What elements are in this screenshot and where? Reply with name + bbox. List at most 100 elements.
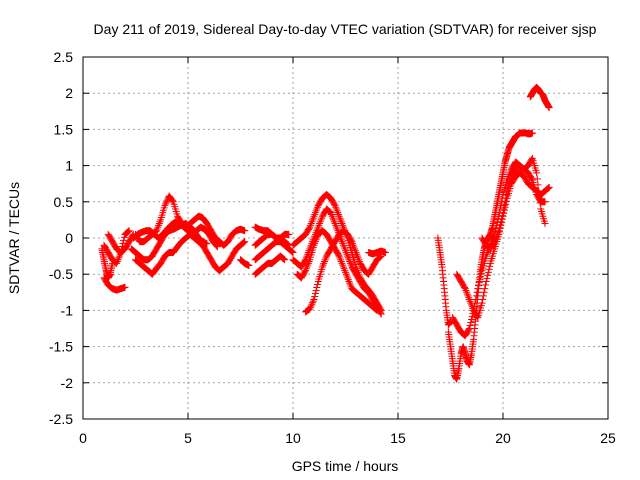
data-point (486, 262, 494, 270)
data-point (241, 238, 249, 246)
data-point (339, 241, 347, 249)
data-point (310, 296, 318, 304)
data-point (356, 258, 363, 266)
data-point (496, 221, 504, 229)
x-tick-labels: 0 5 10 15 20 25 (79, 430, 616, 446)
data-point (474, 285, 482, 293)
series-track-f (132, 230, 249, 278)
data-point (484, 248, 492, 256)
data-point (314, 203, 321, 211)
data-point (169, 197, 177, 205)
data-point (340, 265, 348, 273)
y-tick-label: 0 (65, 230, 73, 246)
data-point (480, 288, 488, 296)
data-point (312, 286, 320, 294)
data-point (463, 290, 471, 298)
data-point (337, 256, 345, 264)
data-point (472, 292, 480, 300)
data-point (351, 245, 359, 253)
data-point (492, 234, 500, 242)
data-point (343, 250, 351, 258)
x-axis-label: GPS time / hours (292, 458, 399, 474)
data-point (381, 248, 389, 256)
data-point (307, 221, 314, 229)
data-point (340, 243, 348, 251)
data-point (341, 245, 349, 253)
data-point (310, 241, 318, 249)
x-tick-label: 25 (600, 430, 616, 446)
data-point (155, 220, 163, 228)
data-point (331, 201, 339, 209)
data-point (347, 236, 355, 244)
data-point (302, 254, 310, 262)
chart-title: Day 211 of 2019, Sidereal Day-to-day VTE… (94, 21, 597, 37)
data-point (305, 224, 313, 232)
data-point (344, 274, 352, 282)
data-point (467, 318, 475, 326)
data-point (334, 209, 342, 217)
data-point (332, 205, 340, 213)
data-point (353, 250, 361, 258)
data-point (309, 214, 317, 222)
data-point (468, 303, 476, 311)
data-point (350, 243, 358, 251)
data-point (337, 236, 345, 244)
data-point (544, 185, 552, 193)
data-point (493, 232, 501, 240)
series-track-h (127, 220, 211, 264)
data-point (503, 191, 510, 199)
data-point (335, 212, 343, 220)
data-point (501, 198, 509, 206)
y-tick-labels: -2.5 -2 -1.5 -1 -0.5 0 0.5 1 1.5 2 2.5 (49, 49, 73, 427)
data-point (114, 256, 122, 264)
data-point (304, 261, 312, 269)
data-point (493, 230, 501, 238)
data-point (306, 305, 314, 313)
data-point (465, 326, 473, 334)
data-point (213, 242, 221, 250)
data-point (310, 212, 318, 220)
data-points (98, 83, 553, 383)
data-point (329, 214, 337, 222)
data-point (309, 299, 317, 307)
data-point (344, 254, 352, 262)
data-point (499, 209, 507, 217)
data-point (503, 197, 510, 205)
data-point (241, 227, 249, 235)
data-point (321, 258, 328, 266)
series-track-b (100, 274, 129, 294)
data-point (203, 240, 211, 248)
data-point (476, 276, 484, 284)
data-point (465, 294, 473, 302)
data-point (303, 252, 311, 260)
data-point (309, 216, 317, 224)
data-point (498, 215, 506, 223)
y-tick-label: 0.5 (54, 194, 74, 210)
data-point (314, 280, 321, 288)
data-point (328, 210, 335, 218)
data-point (337, 258, 345, 266)
data-point (541, 220, 549, 228)
data-point (465, 325, 473, 332)
data-point (332, 221, 340, 229)
data-point (545, 104, 553, 112)
data-point (316, 218, 324, 226)
data-point (483, 274, 491, 282)
data-point (342, 270, 350, 278)
data-point (372, 305, 380, 313)
data-point (485, 265, 493, 273)
x-tick-label: 5 (184, 430, 192, 446)
data-point (354, 254, 362, 262)
axis-ticks (82, 56, 609, 420)
data-point (528, 129, 536, 137)
data-point (113, 258, 121, 266)
data-point (304, 259, 312, 267)
data-point (302, 267, 310, 275)
data-point (302, 265, 310, 273)
data-point (461, 283, 468, 291)
data-point (318, 214, 326, 222)
series-track-g (129, 218, 221, 251)
data-point (339, 221, 347, 229)
data-point (311, 238, 319, 246)
